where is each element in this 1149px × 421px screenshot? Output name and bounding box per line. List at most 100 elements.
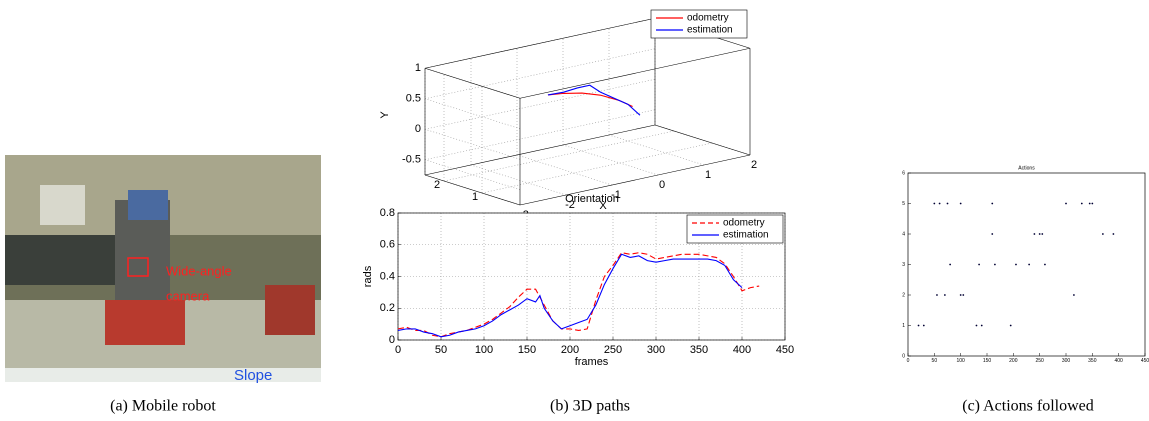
point <box>1041 233 1044 235</box>
x-tick-label: 250 <box>604 344 622 356</box>
x-tick-label: 100 <box>475 344 493 356</box>
x-tick-label: 450 <box>776 344 794 356</box>
y-tick-label: 0.8 <box>380 207 395 219</box>
photo-monitor <box>40 185 85 225</box>
x-tick-label: 450 <box>1141 358 1149 364</box>
y-tick-label: 0.6 <box>380 239 395 251</box>
x-tick-label: 200 <box>1009 358 1018 364</box>
legend-label: estimation <box>723 230 769 241</box>
x-tick-label: -1 <box>611 189 621 201</box>
x-tick-label: 300 <box>1062 358 1071 364</box>
x-tick-label: 2 <box>751 159 757 171</box>
point <box>1065 202 1067 205</box>
y-axis-label: Y <box>379 111 391 119</box>
y-tick-label: -0.5 <box>402 154 421 166</box>
point <box>946 202 949 205</box>
y-tick-label: 3 <box>902 262 905 268</box>
point <box>1009 324 1012 327</box>
x-tick-label: 150 <box>983 358 992 364</box>
point <box>936 294 938 296</box>
point <box>1028 263 1031 266</box>
y-tick-label: 0 <box>389 334 395 346</box>
camera-label: Wide-angle <box>166 263 232 278</box>
point <box>991 233 994 235</box>
x-axis-label: X <box>599 200 607 212</box>
x-tick-label: 50 <box>435 344 447 356</box>
point <box>994 263 996 266</box>
z-axis-label: Orientation <box>565 193 619 205</box>
y-tick-label: 1 <box>902 323 905 329</box>
point <box>943 294 946 296</box>
point <box>1038 233 1041 235</box>
grid-line <box>424 109 656 161</box>
y-tick-label: 0.4 <box>380 270 395 282</box>
y-tick-label: 0.2 <box>380 302 395 314</box>
y-tick-label: 6 <box>902 170 905 176</box>
x-tick-label: 150 <box>518 344 536 356</box>
caption: (a) Mobile robot <box>110 398 216 415</box>
box-edge <box>424 67 521 99</box>
plot-frame <box>397 212 786 341</box>
photo-laptop <box>128 190 168 220</box>
x-tick-label: 300 <box>647 344 665 356</box>
point <box>991 202 994 205</box>
point <box>959 294 962 296</box>
photo-robot2 <box>265 285 315 335</box>
x-tick-label: -2 <box>565 199 575 211</box>
photo: Wide-angle camera Slope <box>5 155 321 384</box>
point <box>1112 233 1115 235</box>
grid-line <box>424 48 656 100</box>
chart-title: Actions <box>1018 165 1035 171</box>
camera-label: camera <box>166 288 210 303</box>
y-tick-label: 4 <box>902 231 905 237</box>
box-edge <box>424 17 656 69</box>
x-tick-label: 0 <box>395 344 401 356</box>
y-tick-label: 0 <box>415 123 421 135</box>
legend-box <box>650 9 748 39</box>
grid-line <box>470 164 567 196</box>
point <box>1101 233 1104 235</box>
y-tick-label: 1 <box>415 62 421 74</box>
y-axis-label: rads <box>362 265 374 287</box>
box-edge <box>654 124 751 156</box>
plot-area <box>908 173 1145 356</box>
caption: (c) Actions followed <box>962 398 1094 415</box>
plot-frame <box>907 172 1146 357</box>
x-tick-label: 100 <box>956 358 965 364</box>
slope-label: Slope <box>234 367 272 384</box>
grid-line <box>424 78 656 130</box>
z-tick-label: 1 <box>472 191 478 203</box>
x-tick-label: 350 <box>690 344 708 356</box>
x-axis-label: frames <box>575 356 609 368</box>
line-3d <box>547 84 641 116</box>
x-tick-label: 0 <box>907 358 910 364</box>
y-tick-label: 0.5 <box>406 93 421 105</box>
photo-desk <box>5 235 125 285</box>
photo-strip <box>5 368 321 382</box>
point <box>1080 202 1083 205</box>
point <box>980 324 983 327</box>
legend-label: estimation <box>687 25 733 36</box>
x-tick-label: 400 <box>733 344 751 356</box>
point <box>933 202 936 205</box>
x-tick-label: 250 <box>1035 358 1044 364</box>
point <box>962 294 965 296</box>
x-tick-label: 350 <box>1088 358 1097 364</box>
point <box>1015 263 1017 266</box>
box-edge <box>424 124 656 176</box>
photo-robot-base <box>105 300 185 345</box>
point <box>949 263 952 266</box>
point <box>1033 233 1036 235</box>
box-edge <box>519 47 751 99</box>
series-line <box>397 253 743 338</box>
grid-line <box>562 144 659 176</box>
legend-label: odometry <box>687 13 729 24</box>
box-edge <box>519 154 751 206</box>
legend-label: odometry <box>723 218 765 229</box>
y-tick-label: 5 <box>902 201 905 207</box>
camera-box <box>127 257 149 277</box>
point <box>959 202 962 205</box>
point <box>1088 202 1091 205</box>
